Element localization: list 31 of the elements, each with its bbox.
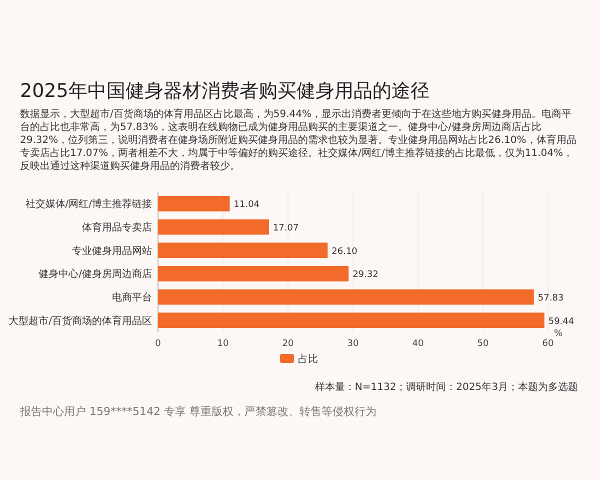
text: 报告中心用户 159****5142 专享 尊重版权，严禁篡改、转售等侵权行为 (20, 404, 376, 419)
bar (158, 196, 230, 212)
y-tick-label: 社交媒体/网红/博主推荐链接 (25, 198, 152, 210)
bar (158, 312, 544, 328)
x-tick-label: 0 (155, 339, 162, 349)
data-label: 59.44 (548, 316, 574, 327)
x-tick-label: 60 (542, 339, 554, 349)
bar (158, 289, 534, 305)
legend-label: 占比 (298, 353, 318, 365)
data-label: 29.32 (352, 270, 378, 280)
x-tick-label: 10 (217, 339, 229, 349)
bar (158, 242, 328, 258)
bar (158, 219, 269, 235)
y-tick-label: 体育用品专卖店 (82, 222, 152, 234)
y-tick-label: 电商平台 (112, 292, 152, 304)
data-label: 11.04 (234, 200, 260, 210)
data-label: 57.83 (538, 294, 564, 304)
x-tick-label: 20 (282, 339, 294, 349)
y-tick-label: 专业健身用品网站 (72, 244, 152, 257)
data-label: 17.07 (272, 224, 299, 234)
x-tick-label: 30 (347, 339, 359, 349)
x-axis-title: % (554, 329, 563, 339)
y-tick-label: 健身中心/健身房周边商店 (38, 268, 152, 280)
bar (158, 266, 349, 282)
text: 样本量：N=1132；调研时间：2025年3月；本题为多选题 (314, 380, 578, 394)
data-label: 26.10 (332, 246, 358, 257)
x-tick-label: 40 (412, 339, 424, 349)
y-tick-label: 大型超市/百货商场的体育用品区 (8, 314, 152, 327)
chart-title: 2025年中国健身器材消费者购买健身用品的途径 (20, 79, 430, 104)
chart-subtitle: 数据显示，大型超市/百货商场的体育用品区占比最高，为59.44%，显示出消费者更倾向于在这些地方购买健身用品。电商平台的占比也非常高，为57.83%，这表明在线购物已成为健身用品购买的主要渠道之一。健身中心/健身房周边商店占比29.32%，位列第三，说明消费者在健身场所附近购买健身用品的需求也较为显著。专业健身用品网站占比26.10%，体育用品专卖店占比17.07%，两者相差不大，均属于中等偏好的购买途径。社交媒体/网红/博主推荐链接的占比最低，仅为11.04%，反映出通过这种渠道购买健身用品的消费者较少。 (20, 108, 578, 173)
x-tick-label: 50 (477, 339, 489, 349)
